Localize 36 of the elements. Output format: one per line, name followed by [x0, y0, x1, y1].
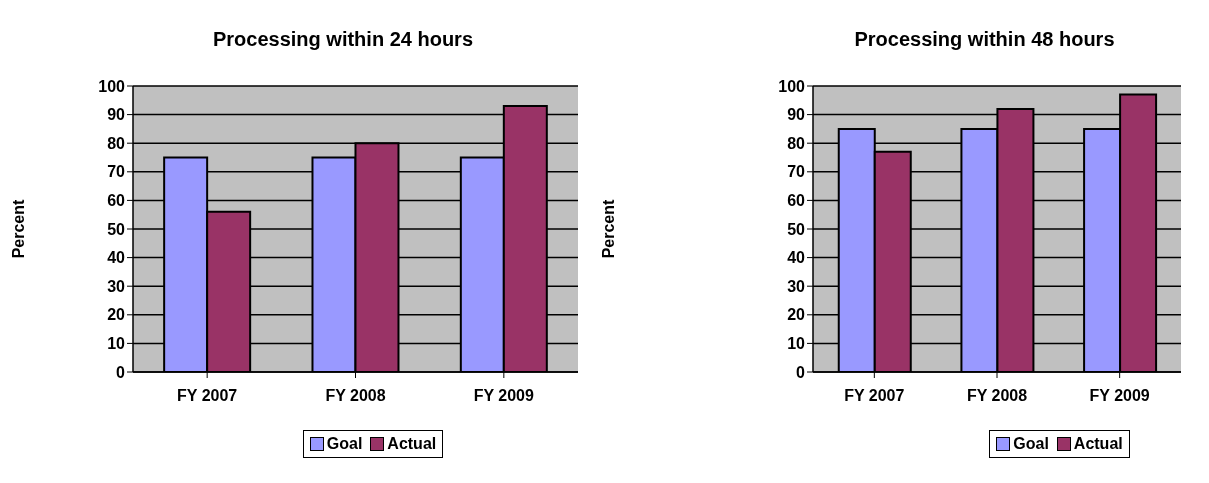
y-tick-label: 40: [787, 249, 806, 267]
legend-label: Actual: [387, 435, 437, 453]
y-tick-label: 20: [787, 306, 806, 324]
y-tick-label: 80: [107, 134, 126, 152]
x-tick-label: FY 2009: [1089, 387, 1150, 405]
y-tick-label: 40: [107, 249, 126, 267]
x-tick-label: FY 2007: [844, 387, 905, 405]
y-tick-label: 100: [98, 77, 126, 95]
y-tick-label: 70: [787, 163, 806, 181]
y-tick-label: 80: [787, 134, 806, 152]
y-tick-label: 0: [796, 363, 806, 381]
y-tick-label: 60: [107, 192, 126, 210]
y-tick-label: 90: [107, 106, 126, 124]
y-axis-title: Percent: [9, 198, 27, 259]
x-tick-label: FY 2008: [325, 387, 386, 405]
chart-title: Processing within 48 hours: [853, 28, 1116, 52]
x-tick-label: FY 2007: [177, 387, 238, 405]
y-tick-label: 10: [787, 335, 806, 353]
y-tick-label: 50: [107, 220, 126, 238]
chart-title: Processing within 24 hours: [211, 28, 475, 52]
x-tick-label: FY 2008: [966, 387, 1028, 405]
y-tick-label: 30: [787, 277, 806, 295]
y-tick-label: 50: [787, 220, 806, 238]
y-tick-label: 90: [787, 106, 806, 124]
y-tick-label: 10: [107, 335, 126, 353]
y-tick-label: 30: [107, 277, 126, 295]
x-tick-label: FY 2009: [473, 387, 535, 405]
y-tick-label: 60: [787, 192, 806, 210]
legend-label: Goal: [1013, 435, 1049, 453]
legend-label: Actual: [1073, 435, 1123, 453]
y-tick-label: 100: [778, 77, 806, 95]
y-tick-label: 0: [116, 363, 126, 381]
y-tick-label: 20: [107, 306, 126, 324]
y-tick-label: 70: [107, 163, 126, 181]
legend-label: Goal: [326, 435, 363, 453]
y-axis-title: Percent: [599, 198, 617, 259]
